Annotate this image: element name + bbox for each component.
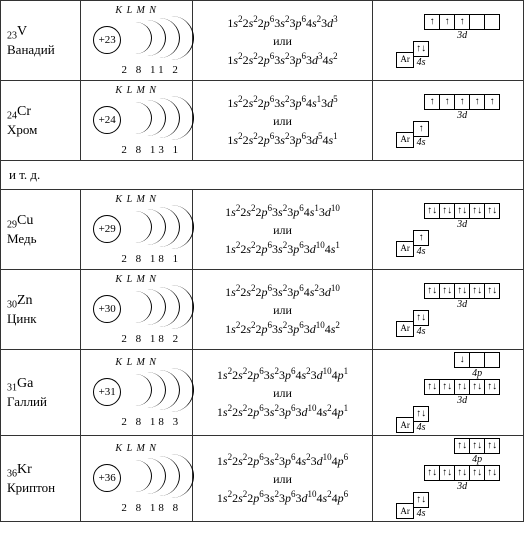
element-symbol: Kr xyxy=(17,462,32,477)
config-1: 1s22s22p63s23p64s13d5 xyxy=(199,93,366,112)
element-cell: 29Cu Медь xyxy=(1,190,81,270)
element-symbol: V xyxy=(17,24,27,39)
element-name: Галлий xyxy=(7,394,47,409)
element-cell: 24Cr Хром xyxy=(1,81,81,161)
element-cell: 36Kr Криптон xyxy=(1,436,81,522)
nucleus: +29 xyxy=(93,215,121,243)
config-1: 1s22s22p63s23p64s23d104p6 xyxy=(199,451,366,470)
config-cell: 1s22s22p63s23p64s23d3или1s22s22p63s23p63… xyxy=(192,1,372,81)
shell-cell: K L M N +23 2 8 11 2 xyxy=(80,1,192,81)
config-cell: 1s22s22p63s23p64s13d10или1s22s22p63s23p6… xyxy=(192,190,372,270)
or-word: или xyxy=(199,221,366,239)
shell-letters: K L M N xyxy=(87,5,186,16)
shell-cell: K L M N +31 2 8 18 3 xyxy=(80,350,192,436)
or-word: или xyxy=(199,32,366,50)
config-cell: 1s22s22p63s23p64s23d104p1или1s22s22p63s2… xyxy=(192,350,372,436)
nucleus: +24 xyxy=(93,106,121,134)
config-2: 1s22s22p63s23p63d104s24p6 xyxy=(199,488,366,507)
element-row: 31Ga Галлий K L M N +31 2 8 18 3 1s22s22p63s2… xyxy=(1,350,524,436)
or-word: или xyxy=(199,384,366,402)
shell-cell: K L M N +36 2 8 18 8 xyxy=(80,436,192,522)
config-cell: 1s22s22p63s23p64s23d10или1s22s22p63s23p6… xyxy=(192,270,372,350)
orbital-cell: ↑↑↑↑↑3dAr↑4s xyxy=(373,81,524,161)
or-word: или xyxy=(199,301,366,319)
config-2: 1s22s22p63s23p63d104s2 xyxy=(199,319,366,338)
shell-letters: K L M N xyxy=(87,194,186,205)
element-cell: 31Ga Галлий xyxy=(1,350,81,436)
nucleus: +36 xyxy=(93,464,121,492)
shell-cell: K L M N +30 2 8 18 2 xyxy=(80,270,192,350)
element-symbol: Cr xyxy=(17,104,31,119)
shell-diagram: +23 xyxy=(91,18,181,58)
shell-numbers: 2 8 18 1 xyxy=(87,253,186,265)
or-word: или xyxy=(199,470,366,488)
config-2: 1s22s22p63s23p63d54s1 xyxy=(199,130,366,149)
config-1: 1s22s22p63s23p64s13d10 xyxy=(199,202,366,221)
config-2: 1s22s22p63s23p63d104s24p1 xyxy=(199,402,366,421)
shell-diagram: +36 xyxy=(91,456,181,496)
shell-diagram: +30 xyxy=(91,287,181,327)
element-name: Криптон xyxy=(7,480,55,495)
atomic-number: 36 xyxy=(7,469,17,480)
orbital-cell: ↑↓↑↓↑↓4p↑↓↑↓↑↓↑↓↑↓3dAr↑↓4s xyxy=(373,436,524,522)
element-symbol: Cu xyxy=(17,213,33,228)
config-2: 1s22s22p63s23p63d104s1 xyxy=(199,239,366,258)
element-symbol: Ga xyxy=(17,376,33,391)
element-symbol: Zn xyxy=(17,293,33,308)
atomic-number: 24 xyxy=(7,111,17,122)
shell-cell: K L M N +24 2 8 13 1 xyxy=(80,81,192,161)
nucleus: +23 xyxy=(93,26,121,54)
nucleus: +31 xyxy=(93,378,121,406)
config-cell: 1s22s22p63s23p64s23d104p6или1s22s22p63s2… xyxy=(192,436,372,522)
atomic-number: 30 xyxy=(7,300,17,311)
or-word: или xyxy=(199,112,366,130)
shell-cell: K L M N +29 2 8 18 1 xyxy=(80,190,192,270)
shell-letters: K L M N xyxy=(87,274,186,285)
orbital-cell: ↑↑↑3dAr↑↓4s xyxy=(373,1,524,81)
element-name: Цинк xyxy=(7,311,37,326)
element-name: Ванадий xyxy=(7,42,55,57)
element-cell: 23V Ванадий xyxy=(1,1,81,81)
shell-numbers: 2 8 18 2 xyxy=(87,333,186,345)
shell-letters: K L M N xyxy=(87,443,186,454)
element-name: Медь xyxy=(7,231,37,246)
shell-diagram: +31 xyxy=(91,370,181,410)
shell-letters: K L M N xyxy=(87,357,186,368)
shell-diagram: +29 xyxy=(91,207,181,247)
element-row: 36Kr Криптон K L M N +36 2 8 18 8 1s22s22p63s… xyxy=(1,436,524,522)
orbital-cell: ↑↓↑↓↑↓↑↓↑↓3dAr↑↓4s xyxy=(373,270,524,350)
shell-numbers: 2 8 11 2 xyxy=(87,64,186,76)
nucleus: +30 xyxy=(93,295,121,323)
config-1: 1s22s22p63s23p64s23d10 xyxy=(199,282,366,301)
orbital-cell: ↑↓↑↓↑↓↑↓↑↓3dAr↑4s xyxy=(373,190,524,270)
orbital-cell: ↓4p↑↓↑↓↑↓↑↓↑↓3dAr↑↓4s xyxy=(373,350,524,436)
atomic-number: 31 xyxy=(7,383,17,394)
element-row: 24Cr Хром K L M N +24 2 8 13 1 1s22s22p63s23p… xyxy=(1,81,524,161)
config-2: 1s22s22p63s23p63d34s2 xyxy=(199,50,366,69)
element-row: 30Zn Цинк K L M N +30 2 8 18 2 1s22s22p63s23p… xyxy=(1,270,524,350)
shell-letters: K L M N xyxy=(87,85,186,96)
atomic-number: 23 xyxy=(7,31,17,42)
atomic-number: 29 xyxy=(7,220,17,231)
config-1: 1s22s22p63s23p64s23d3 xyxy=(199,13,366,32)
element-row: 23V Ванадий K L M N +23 2 8 11 2 1s22s22p63s2… xyxy=(1,1,524,81)
separator-text: и т. д. xyxy=(1,161,524,190)
shell-diagram: +24 xyxy=(91,98,181,138)
separator-row: и т. д. xyxy=(1,161,524,190)
config-cell: 1s22s22p63s23p64s13d5или1s22s22p63s23p63… xyxy=(192,81,372,161)
config-1: 1s22s22p63s23p64s23d104p1 xyxy=(199,365,366,384)
shell-numbers: 2 8 18 3 xyxy=(87,416,186,428)
element-name: Хром xyxy=(7,122,37,137)
periodic-elements-table: 23V Ванадий K L M N +23 2 8 11 2 1s22s22p63s2… xyxy=(0,0,524,522)
shell-numbers: 2 8 13 1 xyxy=(87,144,186,156)
element-row: 29Cu Медь K L M N +29 2 8 18 1 1s22s22p63s23p… xyxy=(1,190,524,270)
element-cell: 30Zn Цинк xyxy=(1,270,81,350)
shell-numbers: 2 8 18 8 xyxy=(87,502,186,514)
